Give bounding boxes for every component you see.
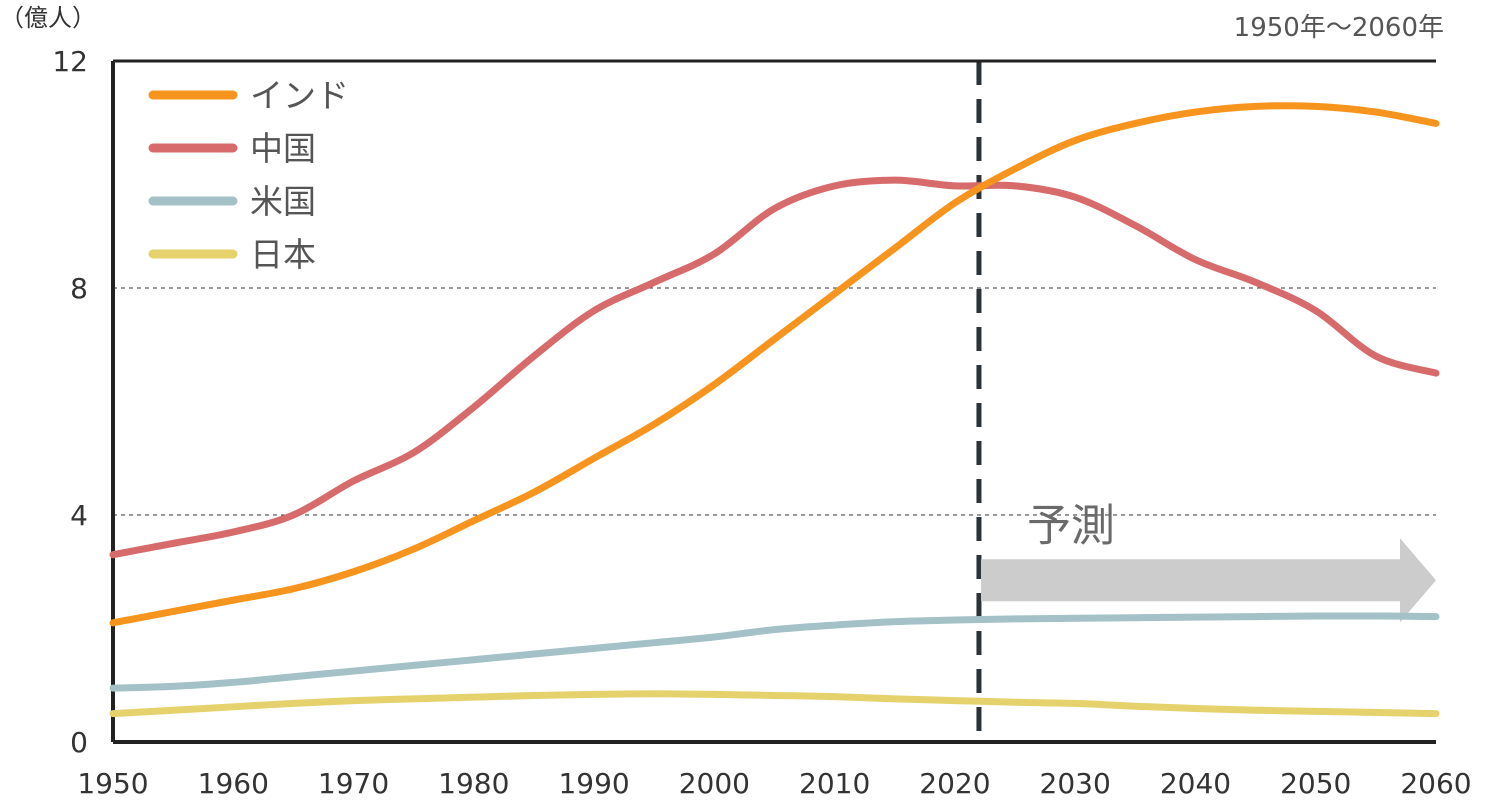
- x-tick-label: 1980: [438, 767, 509, 800]
- series-line-3: [109, 612, 1440, 692]
- grid-lines: [113, 287, 1436, 516]
- series-line-4: [109, 690, 1440, 718]
- axes: 0 4 8 12 1950 1960 1970 1980 1990 2000 2010 2020 203…: [52, 45, 1471, 800]
- x-tick-label: 1990: [558, 767, 629, 800]
- x-tick-label: 2030: [1040, 767, 1111, 800]
- y-tick-label: 0: [70, 726, 88, 759]
- y-tick-label: 12: [52, 45, 88, 78]
- legend-label: インド: [250, 76, 349, 115]
- series-line-2: [109, 176, 1440, 559]
- series-lines: [109, 102, 1440, 718]
- x-tick-label: 1950: [77, 767, 148, 800]
- series-line-1: [109, 102, 1440, 627]
- forecast-label: 予測: [1027, 501, 1115, 552]
- legend-label: 日本: [250, 235, 316, 274]
- y-unit-label: （億人）: [0, 4, 96, 32]
- x-tick-label: 2000: [679, 767, 750, 800]
- legend-label: 米国: [250, 182, 316, 221]
- x-tick-label: 2020: [919, 767, 990, 800]
- chart-labels: （億人） 1950年〜2060年: [0, 4, 1444, 43]
- x-tick-label: 1960: [198, 767, 269, 800]
- x-tick-label: 2040: [1160, 767, 1231, 800]
- forecast-region: 予測: [976, 61, 1436, 742]
- x-tick-label: 2060: [1400, 767, 1471, 800]
- x-tick-label: 2050: [1280, 767, 1351, 800]
- x-tick-label: 2010: [799, 767, 870, 800]
- y-tick-label: 4: [70, 499, 88, 532]
- y-tick-label: 8: [70, 272, 88, 305]
- x-tick-label: 1970: [318, 767, 389, 800]
- forecast-arrow: [980, 538, 1436, 623]
- period-label: 1950年〜2060年: [1234, 13, 1444, 43]
- legend-label: 中国: [250, 129, 316, 168]
